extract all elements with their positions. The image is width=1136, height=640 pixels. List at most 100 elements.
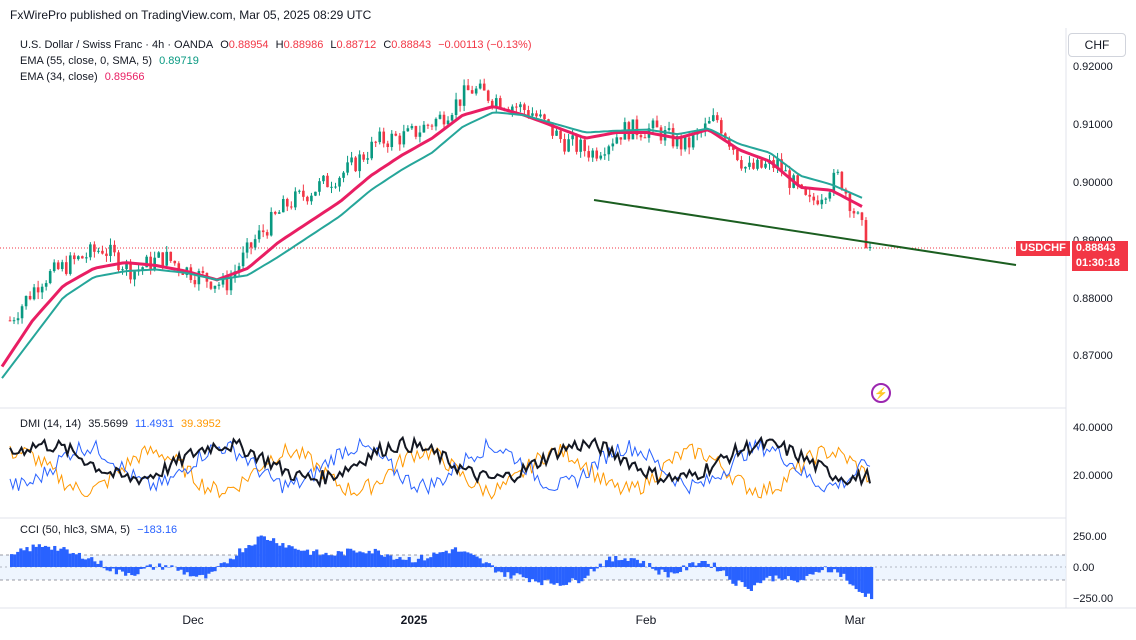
cci-bar (694, 565, 698, 567)
cci-bar (786, 567, 790, 577)
cci-bar (410, 562, 414, 567)
cci-bar (635, 559, 639, 567)
cci-bar (648, 563, 652, 567)
dmi-legend[interactable]: DMI (14, 14) 35.5699 11.4931 39.3952 (20, 416, 225, 432)
candle-body (418, 132, 422, 137)
chart-svg[interactable]: 0.92000 0.91000 0.90000 0.89000 0.88000 … (0, 28, 1136, 640)
cci-bar (265, 539, 270, 567)
cci-bar (148, 564, 152, 567)
cci-bar (759, 567, 763, 584)
cci-bar (447, 553, 451, 567)
candle-body (438, 114, 442, 119)
cci-bar (675, 567, 680, 574)
cci-bar (607, 556, 612, 567)
candle-body (414, 126, 418, 137)
cci-bar (601, 566, 606, 567)
cci-bar (611, 561, 615, 567)
cci-bar (444, 550, 448, 567)
candle-body (655, 120, 659, 128)
candle-body (434, 118, 438, 127)
candle-body (294, 191, 297, 208)
candle-body (796, 175, 799, 185)
cci-bar (651, 567, 655, 569)
cci-bar (638, 563, 643, 567)
y-tick: 0.92000 (1073, 61, 1113, 73)
trend-line[interactable] (593, 199, 1017, 266)
cci-bar (130, 567, 134, 576)
candle-body (643, 137, 647, 139)
cci-bar (660, 567, 664, 570)
main-legend[interactable]: U.S. Dollar / Swiss Franc · 4h · OANDA O… (20, 37, 536, 53)
cci-bar (435, 553, 439, 567)
cci-bar (349, 548, 353, 567)
cci-bar (87, 558, 91, 567)
cci-bar (537, 567, 541, 583)
candle-body (237, 266, 241, 272)
candle-body (527, 110, 530, 116)
cci-bar (540, 567, 544, 586)
cci-bar (198, 567, 202, 576)
candle-body (81, 256, 84, 259)
candle-body (559, 130, 562, 140)
cci-bar (327, 555, 331, 567)
candle-body (523, 104, 526, 111)
cci-legend[interactable]: CCI (50, hlc3, SMA, 5) −183.16 (20, 522, 181, 538)
cci-bar (725, 567, 729, 577)
cci-bar (194, 567, 199, 577)
cci-bar (842, 567, 846, 574)
cci-bar (521, 567, 525, 578)
ema34-legend[interactable]: EMA (34, close) 0.89566 (20, 69, 148, 85)
cci-bar (413, 562, 417, 567)
cci-bar (191, 567, 196, 577)
candles[interactable] (8, 78, 872, 325)
cci-bar (472, 554, 476, 567)
candle-body (748, 162, 751, 167)
ohlc-high: 0.88986 (283, 39, 324, 51)
ema55-legend[interactable]: EMA (55, close, 0, SMA, 5) 0.89719 (20, 53, 203, 69)
y-tick: 0.88000 (1073, 293, 1113, 305)
candle-body (36, 287, 40, 293)
cci-bar (157, 563, 162, 567)
cci-bar (395, 558, 399, 567)
candle-body (149, 256, 152, 270)
cci-y-tick: −250.00 (1073, 593, 1113, 605)
minus-di-line (9, 442, 871, 500)
price-axis[interactable]: 0.92000 0.91000 0.90000 0.89000 0.88000 … (1073, 61, 1113, 362)
cci-bar (617, 560, 621, 567)
candle-body (828, 192, 832, 199)
candle-body (732, 146, 735, 150)
cci-bar (68, 553, 72, 567)
flash-icon[interactable]: ⚡ (871, 383, 891, 403)
cci-bar (99, 560, 103, 567)
cci-bar (284, 547, 288, 567)
cci-bar (506, 567, 510, 573)
cci-bar (478, 558, 482, 567)
ema34-line (0, 105, 863, 368)
cci-bar (161, 567, 165, 570)
candle-body (808, 194, 812, 197)
cci-bar (530, 567, 535, 580)
cci-bar (614, 555, 618, 567)
x-tick: Feb (636, 613, 657, 627)
cci-bar (250, 545, 254, 567)
ohlc-c-label: C (383, 39, 392, 51)
candle-body (458, 99, 462, 106)
cci-bar (737, 567, 741, 581)
cci-bar (503, 567, 507, 577)
cci-bar (407, 557, 411, 567)
cci-bar (466, 552, 470, 567)
currency-button[interactable]: CHF (1068, 33, 1126, 57)
cci-bar (235, 555, 239, 567)
chart-frame[interactable]: 0.92000 0.91000 0.90000 0.89000 0.88000 … (0, 28, 1136, 640)
candle-body (97, 250, 100, 252)
candle-body (820, 199, 824, 205)
cci-bar (238, 548, 242, 567)
cci-bar (22, 550, 26, 567)
cci-bar (534, 567, 538, 582)
cci-bar (796, 567, 800, 583)
adx-line (9, 435, 871, 489)
candle-body (531, 113, 534, 116)
cci-bar (654, 567, 658, 571)
dmi-minus-di-value: 39.3952 (181, 418, 221, 430)
x-tick: Mar (845, 613, 866, 627)
